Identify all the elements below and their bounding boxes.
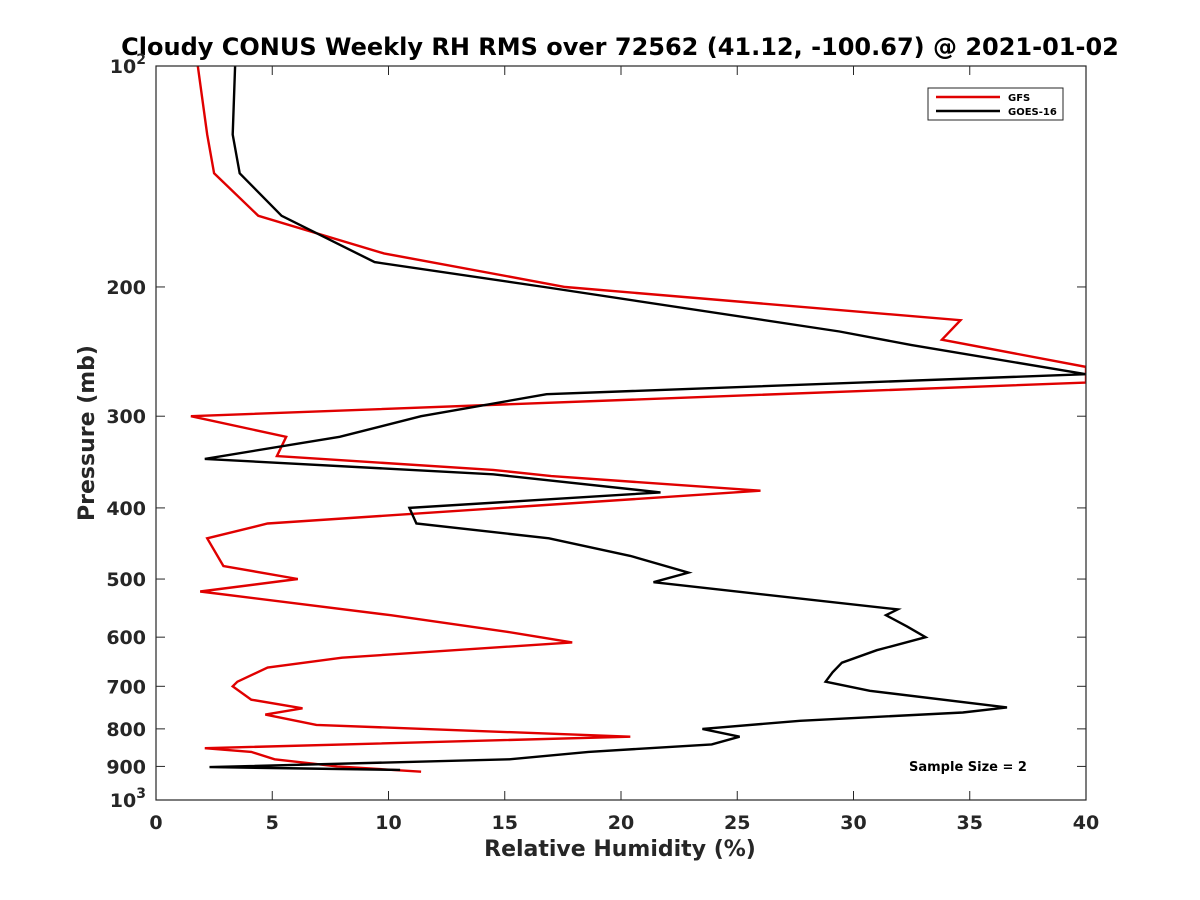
x-tick-label: 20 bbox=[608, 812, 634, 834]
sample-size-annotation: Sample Size = 2 bbox=[909, 760, 1027, 775]
x-tick-label: 10 bbox=[375, 812, 401, 834]
x-axis-label: Relative Humidity (%) bbox=[484, 837, 756, 862]
series-line-gfs bbox=[190, 66, 1086, 773]
x-tick-label: 15 bbox=[492, 812, 518, 834]
y-tick-label: 103 bbox=[110, 786, 146, 812]
y-tick-label: 900 bbox=[106, 756, 146, 778]
y-tick-label: 400 bbox=[106, 498, 146, 520]
x-tick-label: 40 bbox=[1073, 812, 1099, 834]
x-tick-label: 5 bbox=[266, 812, 279, 834]
x-tick-label: 35 bbox=[957, 812, 983, 834]
y-tick-label: 500 bbox=[106, 569, 146, 591]
chart-title: Cloudy CONUS Weekly RH RMS over 72562 (4… bbox=[121, 33, 1119, 61]
x-tick-label: 0 bbox=[149, 812, 162, 834]
legend-label: GFS bbox=[1008, 93, 1030, 104]
x-tick-label: 25 bbox=[724, 812, 750, 834]
plot-frame bbox=[155, 65, 1087, 801]
legend-label: GOES-16 bbox=[1008, 107, 1057, 118]
y-tick-label: 200 bbox=[106, 277, 146, 299]
y-tick-label: 800 bbox=[106, 719, 146, 741]
legend: GFS GOES-16 bbox=[927, 87, 1064, 121]
y-tick-label: 700 bbox=[106, 676, 146, 698]
series-line-goes-16 bbox=[204, 66, 1086, 772]
y-axis-label: Pressure (mb) bbox=[75, 345, 100, 521]
x-tick-label: 30 bbox=[840, 812, 866, 834]
axes: 0 5 10 15 20 25 30 35 40 102 200 300 400 500 600 700 800… bbox=[106, 52, 1099, 834]
y-tick-label: 300 bbox=[106, 406, 146, 428]
plot-area bbox=[190, 66, 1086, 773]
y-tick-label: 102 bbox=[110, 52, 146, 78]
y-tick-label: 600 bbox=[106, 627, 146, 649]
legend-box bbox=[927, 87, 1064, 121]
